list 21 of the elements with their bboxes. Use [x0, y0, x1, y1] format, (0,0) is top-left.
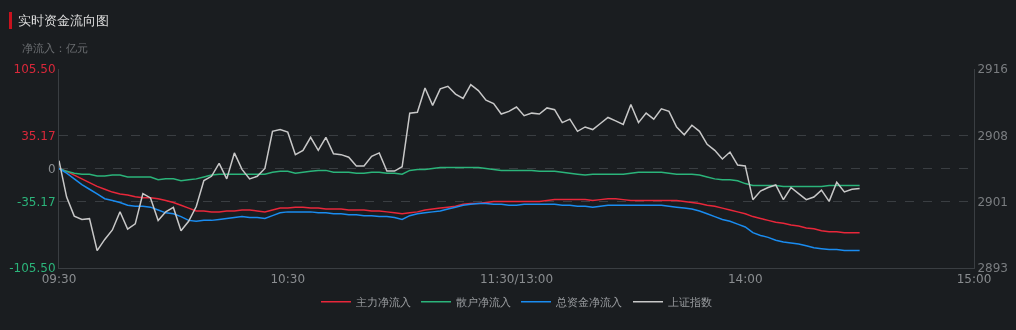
- x-tick-label: 10:30: [270, 272, 306, 287]
- y-axis-title: 净流入：亿元: [22, 42, 88, 55]
- legend-label: 主力净流入: [356, 296, 411, 310]
- x-tick-label: 15:00: [956, 272, 992, 287]
- y-tick-label: 35.17: [21, 128, 56, 143]
- y-tick-label: 0: [47, 161, 56, 176]
- line-series: [59, 166, 861, 188]
- x-tick-label: 14:00: [727, 272, 763, 287]
- y2-tick-label: 2901: [977, 194, 1008, 209]
- legend-label: 散户净流入: [456, 296, 511, 310]
- y-tick-label: 105.50: [13, 62, 56, 77]
- y2-tick-label: 2916: [977, 62, 1008, 77]
- y2-tick-label: 2908: [977, 128, 1008, 143]
- x-tick-label: 11:30/13:00: [479, 272, 554, 287]
- legend-label: 总资金净流入: [555, 296, 622, 310]
- line-series: [59, 83, 861, 252]
- chart-title: 实时资金流向图: [18, 12, 109, 28]
- y-tick-label: -35.17: [16, 194, 56, 209]
- legend-label: 上证指数: [668, 296, 712, 310]
- x-tick-label: 09:30: [41, 272, 77, 287]
- line-series: [59, 167, 861, 252]
